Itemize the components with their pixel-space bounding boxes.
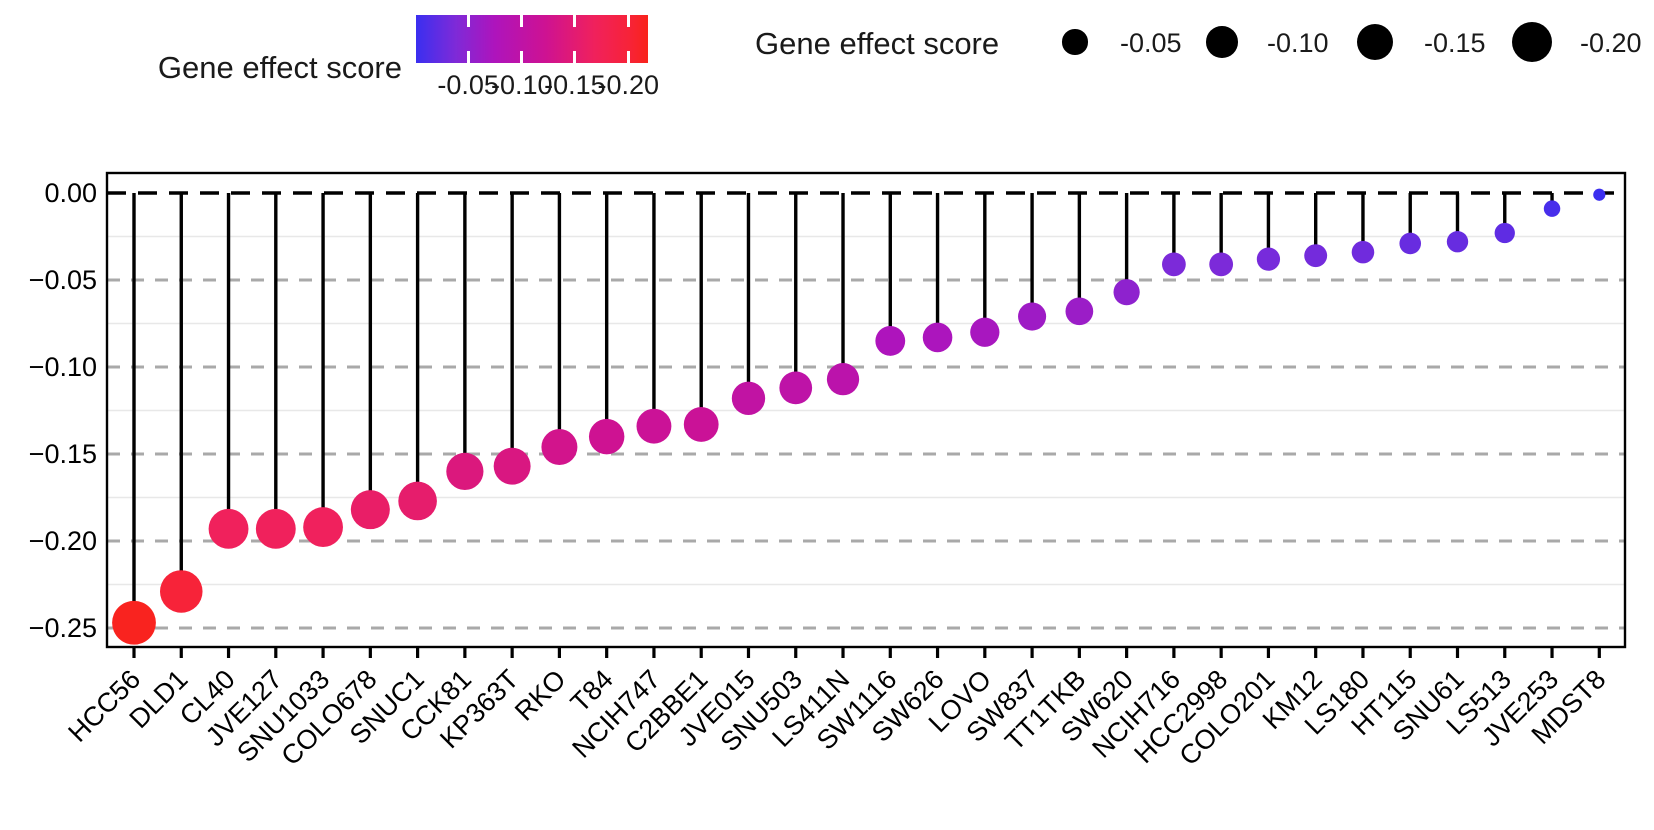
size-legend-dot: [1206, 26, 1238, 58]
data-point: [493, 447, 531, 485]
size-legend-label: -0.20: [1580, 28, 1642, 58]
color-gradient-bar: [416, 15, 648, 63]
gradient-tick-label: -0.15: [544, 70, 606, 100]
data-point: [398, 481, 437, 521]
data-point: [1162, 252, 1186, 277]
gradient-tick-mark: [466, 51, 470, 63]
data-point: [970, 317, 1000, 347]
data-point: [159, 570, 203, 613]
color-legend-title: Gene effect score: [157, 50, 402, 85]
data-point: [1018, 302, 1047, 331]
data-point: [303, 507, 343, 547]
size-legend-dot: [1356, 23, 1394, 61]
data-point: [446, 452, 484, 490]
data-point: [208, 508, 249, 549]
data-point: [636, 408, 672, 444]
size-legend-label: -0.15: [1424, 28, 1486, 58]
data-point: [1304, 244, 1328, 268]
x-axis-category-label: RKO: [509, 664, 572, 727]
data-point: [683, 407, 719, 442]
data-point: [826, 363, 860, 396]
size-legend-title: Gene effect score: [755, 26, 1000, 61]
data-point: [779, 371, 813, 405]
gradient-tick-mark: [626, 51, 630, 63]
size-legend-label: -0.10: [1267, 28, 1329, 58]
gradient-tick-mark: [626, 15, 630, 27]
data-point: [731, 381, 766, 415]
y-axis-tick-label: −0.05: [29, 265, 97, 295]
gradient-tick-mark: [573, 15, 577, 27]
gradient-tick-mark: [520, 51, 524, 63]
data-point: [541, 429, 578, 466]
y-axis-tick-label: 0.00: [44, 178, 97, 208]
data-point: [588, 418, 625, 455]
data-point: [1494, 222, 1515, 244]
gradient-tick-label: -0.20: [597, 70, 660, 100]
gradient-tick-mark: [573, 51, 577, 63]
data-point: [1113, 279, 1140, 306]
data-point: [1446, 231, 1469, 253]
data-point: [350, 490, 390, 530]
size-legend-dot: [1511, 21, 1553, 63]
data-point: [1399, 232, 1422, 255]
data-point: [1256, 247, 1281, 271]
data-point: [875, 325, 906, 356]
data-point: [255, 508, 296, 549]
data-point: [1209, 252, 1234, 277]
y-axis-tick-label: −0.25: [29, 613, 97, 643]
data-point: [1593, 188, 1606, 201]
data-point: [922, 322, 953, 353]
size-legend-dot: [1062, 29, 1088, 55]
y-axis-tick-label: −0.20: [29, 526, 97, 556]
gradient-tick-label: -0.05: [437, 70, 499, 100]
y-axis-tick-label: −0.15: [29, 439, 97, 469]
data-point: [1543, 200, 1561, 217]
data-point: [1351, 240, 1375, 264]
gradient-tick-mark: [520, 15, 524, 27]
gradient-tick-mark: [466, 15, 470, 27]
data-point: [1065, 297, 1094, 326]
size-legend-label: -0.05: [1120, 28, 1182, 58]
panel-border: [105, 171, 1627, 649]
gradient-tick-label: -0.10: [491, 70, 553, 100]
y-axis-tick-label: −0.10: [29, 352, 97, 382]
data-point: [112, 600, 156, 645]
